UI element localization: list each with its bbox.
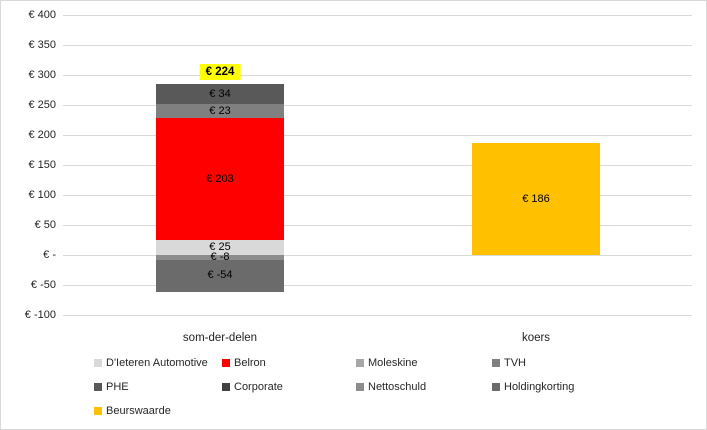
x-axis-category-label: som-der-delen	[182, 332, 258, 344]
y-axis-tick-label: € 100	[28, 189, 56, 201]
y-axis-tick-label: € 250	[28, 99, 56, 111]
legend-item-tvh: TVH	[492, 357, 526, 369]
legend-swatch-icon	[222, 383, 230, 391]
gridline	[63, 45, 692, 46]
bar-segment-nettoschuld: € -8	[156, 250, 284, 263]
legend-label: Nettoschuld	[368, 381, 427, 393]
legend-label: Belron	[234, 357, 266, 369]
legend-swatch-icon	[94, 359, 102, 367]
legend-label: Beurswaarde	[106, 405, 171, 417]
legend-swatch-icon	[492, 359, 500, 367]
segment-value-label: € 25	[209, 241, 231, 253]
legend-item-corporate: Corporate	[222, 381, 283, 393]
bar-segment-belron: € 203	[156, 118, 284, 240]
legend-swatch-icon	[222, 359, 230, 367]
segment-value-label: € 23	[209, 104, 231, 117]
gridline	[63, 135, 692, 136]
legend-label: Holdingkorting	[504, 381, 575, 393]
legend-label: D'Ieteren Automotive	[106, 357, 208, 369]
x-axis-category-label: koers	[521, 332, 551, 344]
bar-segment-d-ieteren-automotive: € 25	[156, 240, 284, 255]
legend-item-moleskine: Moleskine	[356, 357, 418, 369]
legend-swatch-icon	[356, 383, 364, 391]
gridline	[63, 105, 692, 106]
segment-value-label: € -54	[207, 269, 233, 282]
gridline	[63, 315, 692, 316]
gridline	[63, 15, 692, 16]
bar-segment-beurswaarde: € 186	[472, 143, 600, 255]
y-axis-tick-label: € 350	[28, 39, 56, 51]
y-axis-tick-label: € -100	[24, 309, 56, 321]
legend-swatch-icon	[356, 359, 364, 367]
gridline	[63, 255, 692, 256]
segment-value-label: € 203	[206, 172, 234, 185]
segment-value-label: € 186	[522, 192, 550, 205]
legend-swatch-icon	[94, 383, 102, 391]
y-axis-tick-label: € 400	[28, 9, 56, 21]
gridline	[63, 165, 692, 166]
legend-swatch-icon	[492, 383, 500, 391]
y-axis-tick-label: € -	[43, 249, 56, 261]
legend-item-nettoschuld: Nettoschuld	[356, 381, 426, 393]
legend-item-holdingkorting: Holdingkorting	[492, 381, 574, 393]
segment-value-label: € -8	[210, 250, 230, 263]
bar-segment-tvh: € 23	[156, 104, 284, 119]
bar-segment-phe: € 34	[156, 84, 284, 105]
y-axis-tick-label: € -50	[30, 279, 56, 291]
gridline	[63, 225, 692, 226]
legend-item-belron: Belron	[222, 357, 266, 369]
gridline	[63, 75, 692, 76]
gridline	[63, 285, 692, 286]
bar-segment-holdingkorting: € -54	[156, 259, 284, 293]
legend-swatch-icon	[94, 407, 102, 415]
y-axis-tick-label: € 300	[28, 69, 56, 81]
legend-item-beurswaarde: Beurswaarde	[94, 405, 171, 417]
legend-item-phe: PHE	[94, 381, 129, 393]
legend-label: TVH	[504, 357, 526, 369]
legend-label: PHE	[106, 381, 129, 393]
legend-label: Corporate	[234, 381, 283, 393]
y-axis-tick-label: € 50	[34, 219, 56, 231]
gridline	[63, 195, 692, 196]
legend-label: Moleskine	[368, 357, 418, 369]
y-axis-tick-label: € 150	[28, 159, 56, 171]
segment-value-label: € 34	[209, 87, 231, 100]
total-value-label: € 224	[199, 64, 241, 80]
y-axis-tick-label: € 200	[28, 129, 56, 141]
legend-item-d-ieteren-automotive: D'Ieteren Automotive	[94, 357, 208, 369]
